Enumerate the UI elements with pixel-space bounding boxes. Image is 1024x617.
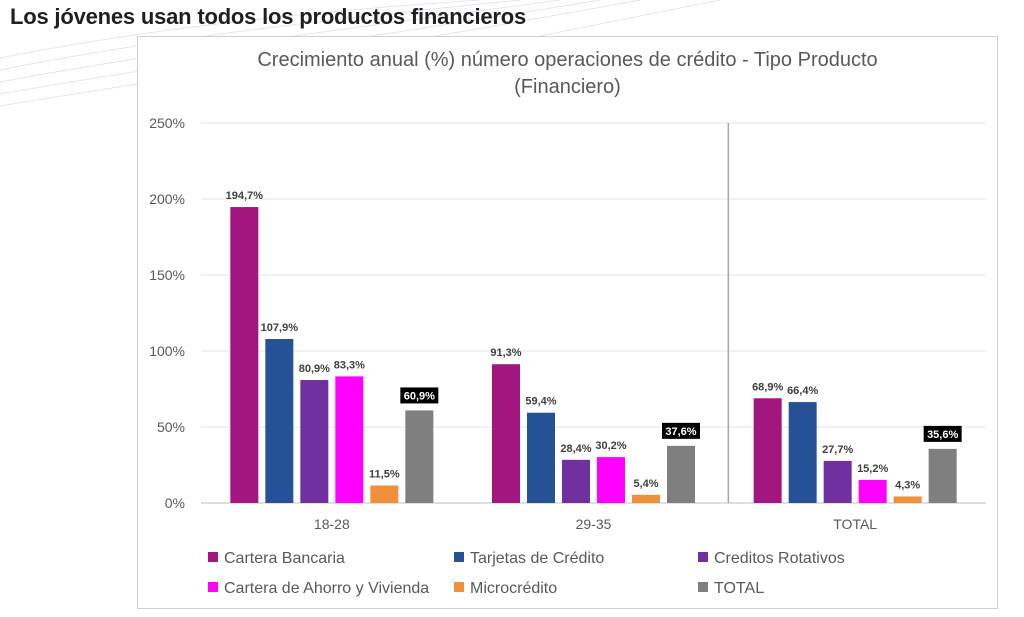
- bar: [300, 380, 329, 503]
- legend-item-creditos-rotativos: Creditos Rotativos: [698, 550, 845, 568]
- data-label: 35,6%: [927, 429, 958, 441]
- data-label: 83,3%: [334, 359, 365, 371]
- legend-swatch: [454, 582, 464, 592]
- bar: [230, 207, 259, 503]
- bar: [823, 460, 852, 503]
- chart-container: Crecimiento anual (%) número operaciones…: [137, 36, 998, 609]
- bar: [858, 479, 887, 503]
- bar: [492, 364, 520, 503]
- chart-legend: Cartera Bancaria Tarjetas de Crédito Cre…: [138, 547, 999, 607]
- bar: [597, 457, 625, 503]
- data-label: 194,7%: [226, 190, 264, 202]
- data-label: 30,2%: [595, 440, 626, 452]
- legend-swatch: [698, 582, 708, 592]
- legend-item-cartera-ahorro-vivienda: Cartera de Ahorro y Vivienda: [208, 580, 429, 598]
- data-label: 4,3%: [895, 479, 920, 491]
- legend-label: Cartera Bancaria: [224, 550, 345, 567]
- legend-label: Cartera de Ahorro y Vivienda: [224, 580, 430, 597]
- bar: [788, 402, 817, 503]
- data-label: 15,2%: [857, 463, 888, 475]
- y-tick-label: 0%: [165, 495, 185, 511]
- bar: [527, 412, 555, 503]
- legend-item-cartera-bancaria: Cartera Bancaria: [208, 550, 345, 568]
- data-label: 107,9%: [261, 322, 299, 334]
- x-category-label: TOTAL: [833, 516, 877, 532]
- legend-label: Microcrédito: [470, 580, 558, 597]
- data-label: 28,4%: [560, 443, 591, 455]
- y-tick-label: 200%: [149, 191, 185, 207]
- legend-swatch: [208, 582, 218, 592]
- data-label: 5,4%: [633, 478, 658, 490]
- bar: [562, 459, 590, 503]
- legend-swatch: [698, 552, 708, 562]
- legend-item-tarjetas-de-credito: Tarjetas de Crédito: [454, 550, 604, 568]
- legend-label: Tarjetas de Crédito: [470, 550, 605, 567]
- x-category-label: 29-35: [576, 516, 612, 532]
- data-label: 11,5%: [369, 469, 400, 481]
- data-label: 80,9%: [299, 363, 330, 375]
- bar: [893, 496, 922, 503]
- bar-chart: 0% 50% 100% 150% 200% 250% 194,7% 107,9% 80,9% 83…: [149, 115, 986, 532]
- bar: [370, 485, 399, 503]
- bar: [928, 448, 957, 503]
- legend-swatch: [208, 552, 218, 562]
- data-label: 91,3%: [490, 347, 521, 359]
- y-tick-label: 250%: [149, 115, 185, 131]
- chart-title-line-1: Crecimiento anual (%) número operaciones…: [257, 49, 878, 71]
- legend-item-total: TOTAL: [698, 580, 764, 598]
- data-label: 68,9%: [752, 381, 783, 393]
- y-tick-label: 100%: [149, 343, 185, 359]
- data-label: 60,9%: [404, 390, 435, 402]
- data-label: 66,4%: [787, 385, 818, 397]
- data-label: 59,4%: [525, 396, 556, 408]
- data-label-background: [400, 387, 439, 404]
- bar: [667, 445, 695, 503]
- y-tick-label: 50%: [157, 419, 185, 435]
- bar: [265, 338, 294, 503]
- data-label-background: [923, 425, 962, 442]
- data-label-background: [662, 422, 700, 439]
- data-label: 27,7%: [822, 444, 853, 456]
- bar: [632, 494, 660, 503]
- bar: [753, 398, 782, 503]
- legend-item-microcredito: Microcrédito: [454, 580, 557, 598]
- legend-swatch: [454, 552, 464, 562]
- data-label: 37,6%: [665, 426, 696, 438]
- legend-label: Creditos Rotativos: [714, 550, 845, 567]
- chart-title: Crecimiento anual (%) número operaciones…: [138, 47, 997, 101]
- page-headline: Los jóvenes usan todos los productos fin…: [10, 4, 527, 29]
- bar: [405, 410, 434, 503]
- x-category-label: 18-28: [314, 516, 350, 532]
- bar: [335, 376, 364, 503]
- chart-title-line-2: (Financiero): [514, 76, 621, 98]
- legend-label: TOTAL: [714, 580, 765, 597]
- y-tick-label: 150%: [149, 267, 185, 283]
